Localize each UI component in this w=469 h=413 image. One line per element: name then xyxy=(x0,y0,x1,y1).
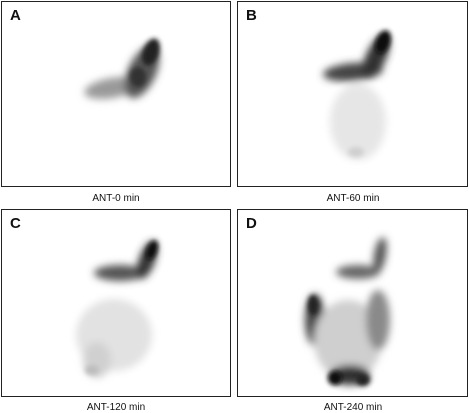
scan-panel-b: B xyxy=(237,1,468,187)
scintigraphy-image-c xyxy=(76,240,158,378)
panel-caption-c: ANT-120 min xyxy=(86,402,146,413)
panel-caption-d: ANT-240 min xyxy=(323,402,383,413)
scan-panel-c: C xyxy=(1,209,231,397)
scintigraphy-image-a xyxy=(84,38,160,99)
panel-letter-c: C xyxy=(10,215,21,232)
panel-caption-b: ANT-60 min xyxy=(326,193,380,204)
panel-letter-b: B xyxy=(246,7,257,24)
scintigraphy-image-d xyxy=(305,237,390,386)
scintigraphy-image-b xyxy=(323,30,391,160)
panel-caption-a: ANT-0 min xyxy=(92,193,140,204)
scan-panel-a: A xyxy=(1,1,231,187)
scan-panel-d: D xyxy=(237,209,468,397)
panel-letter-d: D xyxy=(246,215,257,232)
panel-letter-a: A xyxy=(10,7,21,24)
